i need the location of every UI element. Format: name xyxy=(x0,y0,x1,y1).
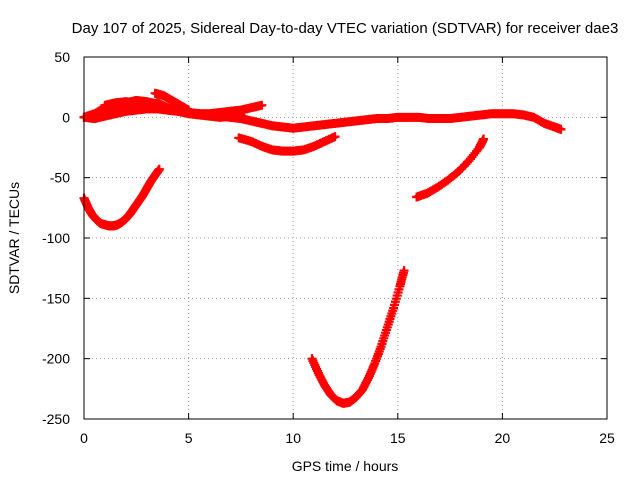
data-point xyxy=(257,100,267,110)
series-arc-i xyxy=(412,134,489,202)
plot-frame xyxy=(83,56,608,420)
y-axis-label: SDTVAR / TECUs xyxy=(6,182,22,294)
series-arc-d xyxy=(121,98,246,122)
y-tick-label: 50 xyxy=(54,49,70,65)
series-arc-e xyxy=(150,88,194,115)
chart-title: Day 107 of 2025, Sidereal Day-to-day VTE… xyxy=(72,20,619,37)
x-tick-label: 25 xyxy=(599,430,615,446)
y-tick-label: -250 xyxy=(42,411,70,427)
data-point xyxy=(399,266,409,276)
x-axis-label: GPS time / hours xyxy=(292,458,399,474)
data-point xyxy=(154,164,164,174)
y-tick-label: 0 xyxy=(62,109,70,125)
data-point xyxy=(236,110,246,120)
y-tick-label: -50 xyxy=(50,170,70,186)
data-point xyxy=(184,105,194,115)
x-tick-label: 10 xyxy=(285,430,301,446)
data-point xyxy=(556,124,566,134)
y-tick-label: -100 xyxy=(42,230,70,246)
x-tick-label: 20 xyxy=(495,430,511,446)
x-tick-label: 0 xyxy=(80,430,88,446)
y-tick-label: -150 xyxy=(42,290,70,306)
series-arc-h xyxy=(307,266,409,408)
y-tick-label: -200 xyxy=(42,351,70,367)
series-arc-f xyxy=(234,132,340,156)
x-tick-label: 5 xyxy=(185,430,193,446)
x-tick-label: 15 xyxy=(390,430,406,446)
data-point xyxy=(330,132,340,142)
data-point xyxy=(479,134,489,144)
